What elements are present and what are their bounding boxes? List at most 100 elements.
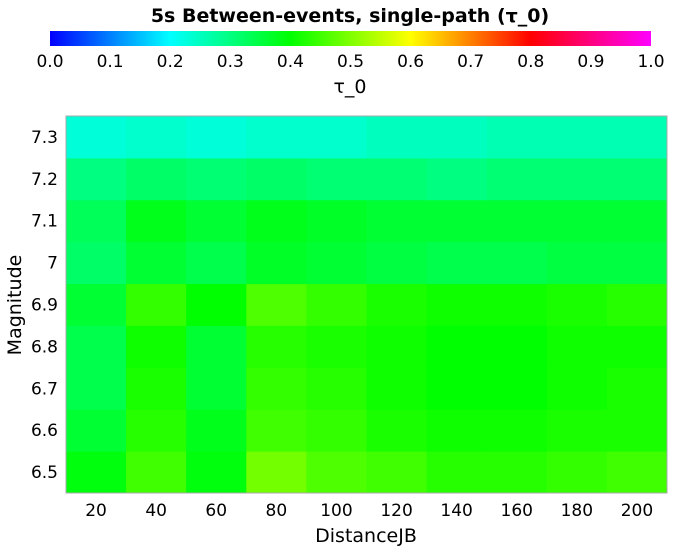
heatmap-cell bbox=[306, 241, 367, 285]
heatmap-cell bbox=[366, 409, 428, 452]
heatmap-cell bbox=[126, 283, 187, 326]
heatmap-cell bbox=[126, 451, 187, 494]
x-tick-label: 180 bbox=[561, 501, 593, 521]
x-tick-label: 20 bbox=[85, 501, 107, 521]
heatmap-cell bbox=[306, 116, 367, 159]
heatmap-cell bbox=[246, 409, 307, 452]
heatmap-cell bbox=[126, 409, 187, 452]
heatmap-cell bbox=[486, 157, 548, 201]
y-tick-label: 6.8 bbox=[31, 337, 58, 357]
colorbar-tick-label: 0.7 bbox=[457, 52, 484, 72]
heatmap-cell bbox=[186, 409, 247, 452]
heatmap-cell bbox=[246, 157, 307, 201]
heatmap-cell bbox=[606, 451, 668, 494]
heatmap-cell bbox=[366, 116, 428, 159]
heatmap-cell bbox=[486, 283, 548, 326]
heatmap-cell bbox=[606, 241, 668, 285]
heatmap-cell bbox=[186, 199, 247, 243]
heatmap-cell bbox=[186, 367, 247, 410]
x-tick-label: 160 bbox=[501, 501, 533, 521]
heatmap-cell bbox=[486, 451, 548, 494]
heatmap-cell bbox=[186, 157, 247, 201]
heatmap-cell bbox=[66, 157, 127, 201]
chart-title: 5s Between-events, single-path (τ_0) bbox=[151, 5, 549, 27]
heatmap-cell bbox=[246, 367, 307, 410]
heatmap-cell bbox=[546, 157, 608, 201]
heatmap-cell bbox=[426, 283, 488, 326]
colorbar-tick-label: 0.9 bbox=[577, 52, 604, 72]
heatmap-cell bbox=[186, 451, 247, 494]
heatmap-cell bbox=[426, 451, 488, 494]
heatmap-cell bbox=[126, 116, 187, 159]
heatmap-cell bbox=[246, 283, 307, 326]
heatmap-cell bbox=[366, 241, 428, 285]
heatmap-cells bbox=[66, 116, 668, 494]
heatmap-cell bbox=[66, 367, 127, 410]
heatmap-cell bbox=[66, 325, 127, 368]
heatmap-cell bbox=[66, 409, 127, 452]
colorbar-tick-label: 0.2 bbox=[157, 52, 184, 72]
heatmap-cell bbox=[306, 409, 367, 452]
x-tick-label: 200 bbox=[621, 501, 653, 521]
heatmap-cell bbox=[66, 451, 127, 494]
heatmap-cell bbox=[366, 367, 428, 410]
heatmap-cell bbox=[546, 409, 608, 452]
heatmap-cell bbox=[426, 116, 488, 159]
colorbar-tick-label: 0.6 bbox=[397, 52, 424, 72]
heatmap-cell bbox=[126, 241, 187, 285]
heatmap-cell bbox=[606, 367, 668, 410]
y-tick-label: 6.5 bbox=[31, 463, 58, 483]
heatmap-cell bbox=[246, 451, 307, 494]
heatmap-cell bbox=[126, 199, 187, 243]
x-axis-ticks: 20 40 60 80 100 120 140 160 180 200 bbox=[85, 501, 653, 521]
y-tick-label: 7.2 bbox=[31, 170, 58, 190]
heatmap-cell bbox=[426, 367, 488, 410]
heatmap-cell bbox=[606, 325, 668, 368]
y-tick-label: 7 bbox=[47, 254, 58, 274]
heatmap-cell bbox=[66, 241, 127, 285]
heatmap-cell bbox=[486, 199, 548, 243]
heatmap-cell bbox=[546, 116, 608, 159]
heatmap-cell bbox=[366, 325, 428, 368]
heatmap-cell bbox=[306, 157, 367, 201]
heatmap-cell bbox=[606, 283, 668, 326]
x-tick-label: 40 bbox=[145, 501, 167, 521]
x-tick-label: 80 bbox=[266, 501, 288, 521]
heatmap-cell bbox=[306, 283, 367, 326]
heatmap-cell bbox=[306, 367, 367, 410]
y-tick-label: 7.1 bbox=[31, 212, 58, 232]
heatmap-cell bbox=[426, 241, 488, 285]
heatmap-cell bbox=[546, 451, 608, 494]
heatmap-cell bbox=[126, 157, 187, 201]
heatmap-cell bbox=[606, 409, 668, 452]
y-tick-label: 6.6 bbox=[31, 421, 58, 441]
heatmap-cell bbox=[486, 116, 548, 159]
heatmap-cell bbox=[366, 157, 428, 201]
heatmap-cell bbox=[186, 116, 247, 159]
y-tick-label: 7.3 bbox=[31, 128, 58, 148]
heatmap-cell bbox=[546, 367, 608, 410]
heatmap-cell bbox=[306, 199, 367, 243]
heatmap-cell bbox=[186, 325, 247, 368]
colorbar-tick-label: 0.3 bbox=[217, 52, 244, 72]
colorbar-tick-label: 0.1 bbox=[97, 52, 124, 72]
colorbar-gradient bbox=[50, 31, 651, 46]
heatmap-cell bbox=[486, 409, 548, 452]
heatmap-cell bbox=[246, 199, 307, 243]
y-tick-label: 6.7 bbox=[31, 379, 58, 399]
x-tick-label: 100 bbox=[320, 501, 352, 521]
colorbar: 0.0 0.1 0.2 0.3 0.4 0.5 0.6 0.7 0.8 0.9 1.0 bbox=[36, 31, 665, 72]
heatmap-cell bbox=[366, 451, 428, 494]
colorbar-tick-label: 0.8 bbox=[517, 52, 544, 72]
heatmap-cell bbox=[246, 241, 307, 285]
heatmap-cell bbox=[366, 199, 428, 243]
heatmap-cell bbox=[306, 325, 367, 368]
heatmap-cell bbox=[246, 116, 307, 159]
heatmap-cell bbox=[426, 157, 488, 201]
y-axis-ticks: 6.5 6.6 6.7 6.8 6.9 7 7.1 7.2 7.3 bbox=[31, 128, 58, 483]
heatmap-cell bbox=[366, 283, 428, 326]
heatmap-cell bbox=[546, 199, 608, 243]
heatmap-cell bbox=[426, 409, 488, 452]
heatmap-cell bbox=[606, 116, 668, 159]
